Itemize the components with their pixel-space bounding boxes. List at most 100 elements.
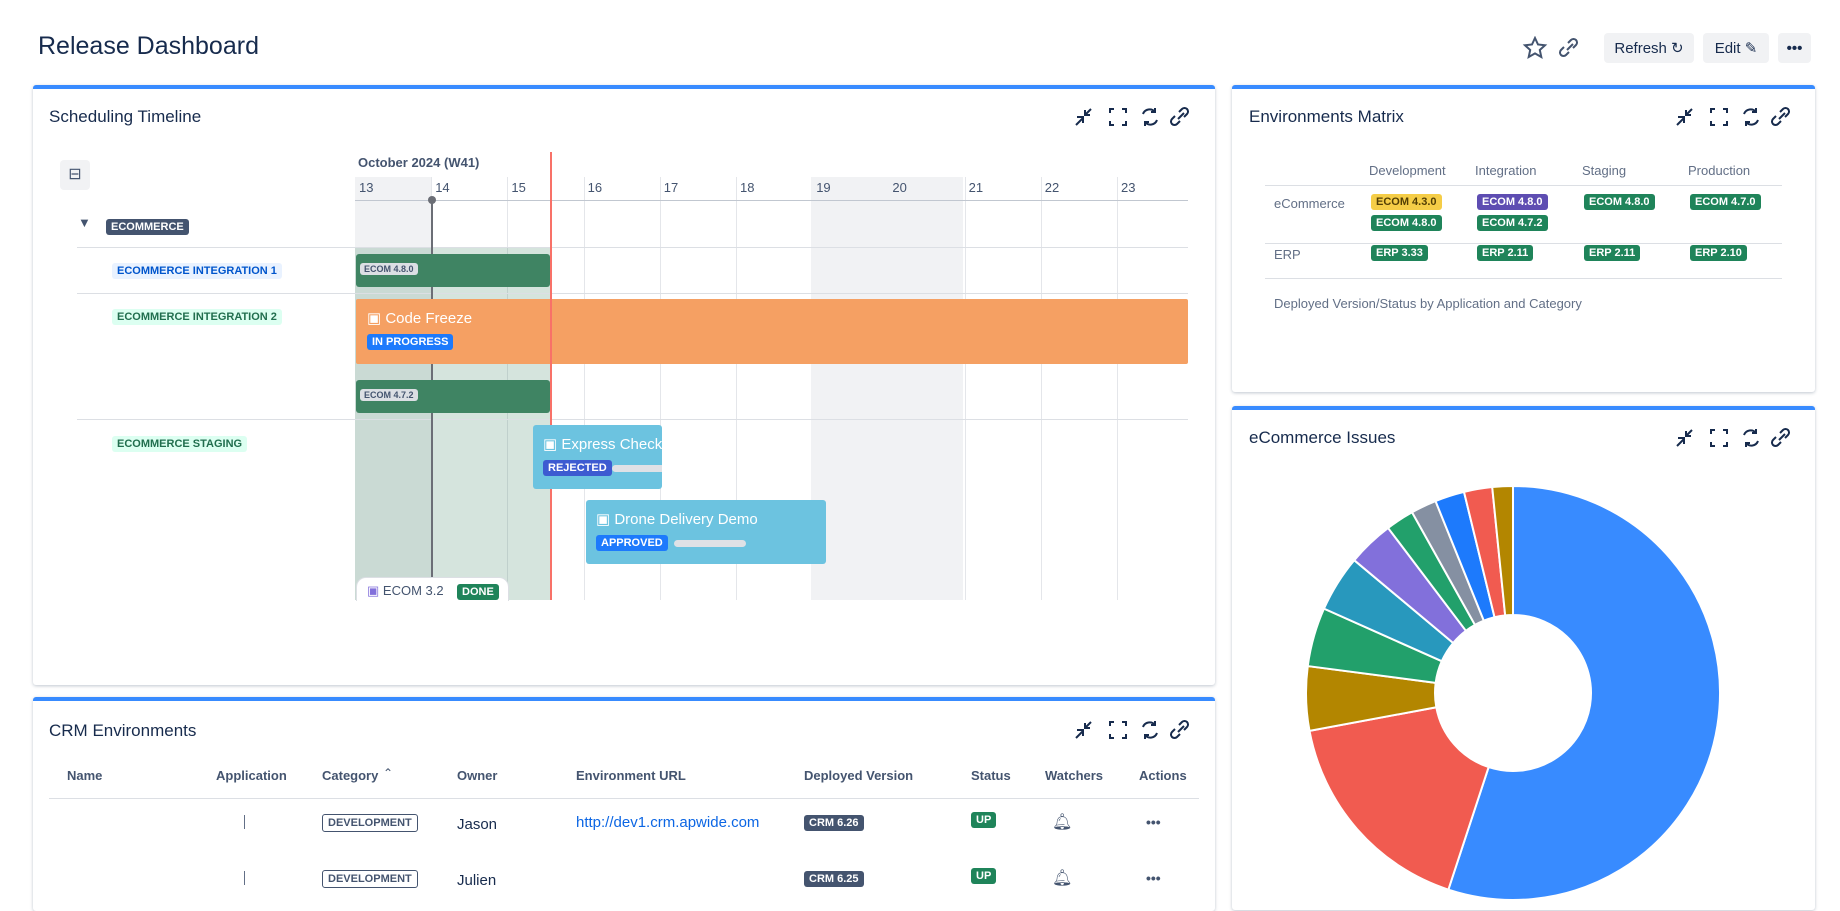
bar-label: ▣ Code Freeze — [367, 310, 473, 327]
pie-chart — [1305, 484, 1721, 900]
day-line — [736, 177, 737, 600]
panel-actions[interactable] — [1673, 426, 1793, 450]
collapse-button[interactable]: ⊟ — [60, 160, 90, 190]
group-label: ECOMMERCE INTEGRATION 2 — [112, 309, 282, 325]
day-line — [583, 177, 585, 600]
event-bar[interactable]: ▣ Code Freeze IN PROGRESS — [356, 299, 1188, 364]
row-line — [1265, 278, 1782, 279]
column-header: Integration — [1475, 163, 1537, 178]
version-badge: ECOM 4.8.0 — [1584, 194, 1655, 210]
group-label: ECOMMERCE STAGING — [112, 436, 248, 452]
status-badge: REJECTED — [543, 460, 612, 476]
column-header: Application — [216, 768, 287, 783]
day-line — [964, 177, 966, 600]
day-line — [1040, 177, 1042, 600]
status-badge: APPROVED — [596, 535, 668, 551]
month-label: October 2024 (W41) — [358, 155, 480, 170]
group-label: ECOMMERCE — [106, 219, 189, 235]
env-link[interactable]: http://dev1.crm.apwide.com — [576, 814, 760, 831]
pie-slice[interactable] — [1447, 484, 1721, 900]
button-label: Refresh — [1614, 39, 1667, 57]
weekend-shade — [811, 177, 963, 600]
row-line — [77, 419, 1188, 420]
expand-caret[interactable]: ▼ — [78, 215, 91, 230]
button-label: Edit — [1714, 39, 1741, 57]
version-badge: ECOM 4.8.0 — [1371, 215, 1442, 231]
crm-panel — [33, 697, 1215, 911]
more-button[interactable]: ••• — [1778, 33, 1811, 63]
version-badge: ECOM 4.3.0 — [1371, 194, 1442, 210]
day-label: 15 — [511, 180, 526, 195]
column-header: Production — [1688, 163, 1751, 178]
day-label: 20 — [892, 180, 907, 195]
edit-button[interactable]: Edit ✎ — [1703, 33, 1769, 63]
owner: Julien — [457, 872, 497, 889]
panel-actions[interactable] — [1072, 105, 1192, 129]
bar-label: ▣ ECOM 3.2 — [367, 583, 444, 598]
row-line — [77, 247, 1188, 248]
column-header: Environment URL — [576, 768, 686, 783]
column-header: Staging — [1582, 163, 1627, 178]
version-badge: ERP 2.11 — [1477, 245, 1534, 261]
owner: Jason — [457, 816, 498, 833]
header-icons[interactable] — [1522, 36, 1582, 60]
column-header: Deployed Version — [804, 768, 914, 783]
status-badge: UP — [971, 812, 997, 828]
header-line — [49, 798, 1199, 799]
row-line — [1265, 185, 1782, 186]
watch-bell[interactable]: 🔔︎ — [1052, 814, 1073, 831]
app-marker — [244, 871, 245, 885]
timeline-panel — [33, 85, 1215, 685]
version-badge: ERP 2.11 — [1584, 245, 1641, 261]
row-label: ERP — [1274, 247, 1301, 262]
column-header: Category — [322, 768, 379, 783]
day-label: 18 — [740, 180, 755, 195]
progress — [674, 540, 746, 547]
day-line — [1117, 177, 1118, 600]
panel-actions[interactable] — [1072, 718, 1192, 742]
panel-title: Scheduling Timeline — [49, 107, 202, 126]
day-label: 23 — [1121, 180, 1136, 195]
status-badge: UP — [971, 868, 997, 884]
version-badge: CRM 6.26 — [804, 815, 864, 831]
now-dot — [428, 196, 436, 204]
event-card[interactable]: ▣ Express Checkout REJECTED — [533, 425, 662, 489]
panel-title: Environments Matrix — [1249, 107, 1404, 126]
panel-title: CRM Environments — [49, 721, 197, 740]
release-bar[interactable]: ECOM 4.8.0 — [356, 254, 550, 287]
bar-label: ▣ Express Checkout — [543, 435, 662, 453]
column-header: Watchers — [1045, 768, 1104, 783]
matrix-panel — [1232, 85, 1815, 392]
day-label: 16 — [587, 180, 603, 195]
version-badge: ECOM 4.7.2 — [1477, 215, 1548, 231]
row-line — [1265, 243, 1782, 244]
column-header: Status — [971, 768, 1011, 783]
row-label: eCommerce — [1274, 196, 1345, 211]
version-badge: ECOM 4.8.0 — [1477, 194, 1548, 210]
pie-slice[interactable] — [1491, 484, 1514, 617]
progress — [612, 465, 662, 472]
version-badge: CRM 6.25 — [804, 871, 864, 887]
day-label: 22 — [1044, 180, 1060, 195]
bar-title: Code Freeze — [385, 310, 473, 327]
event-card[interactable]: ▣ Drone Delivery Demo APPROVED — [586, 500, 826, 564]
status-badge: DONE — [457, 584, 499, 600]
row-line — [77, 293, 1188, 294]
bar-label: ECOM 4.7.2 — [360, 389, 418, 401]
watch-bell[interactable]: 🔔︎ — [1052, 870, 1073, 887]
bar-label: ▣ Drone Delivery Demo — [596, 511, 758, 528]
release-bar[interactable]: ECOM 4.7.2 — [356, 380, 550, 413]
row-actions[interactable]: ••• — [1146, 814, 1161, 830]
row-actions[interactable]: ••• — [1146, 870, 1161, 886]
event-card[interactable]: ▣ ECOM 3.2 DONE — [356, 577, 509, 601]
panel-actions[interactable] — [1673, 105, 1793, 129]
refresh-button[interactable]: Refresh ↻ — [1604, 33, 1694, 63]
page-title: Release Dashboard — [38, 32, 259, 60]
bar-label: ECOM 4.8.0 — [360, 263, 418, 275]
bar-title: Express Checkout — [561, 436, 662, 453]
pie-slice[interactable] — [1308, 706, 1490, 891]
version-badge: ERP 2.10 — [1690, 245, 1747, 261]
group-label: ECOMMERCE INTEGRATION 1 — [112, 263, 282, 279]
day-label: 19 — [816, 180, 831, 195]
panel-title: eCommerce Issues — [1249, 428, 1396, 447]
